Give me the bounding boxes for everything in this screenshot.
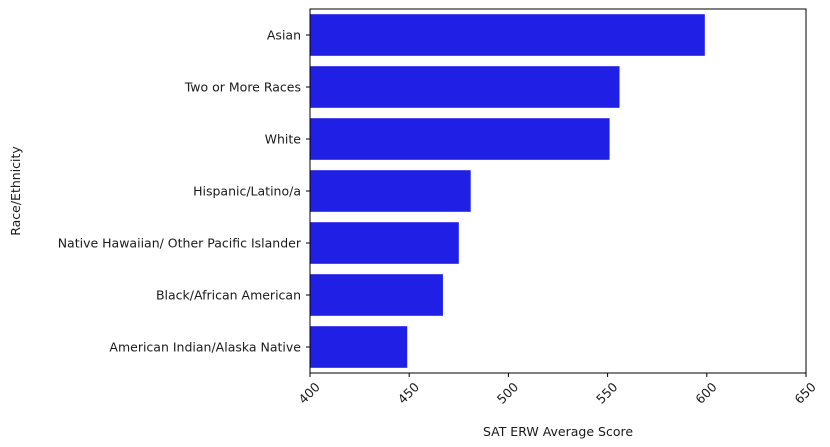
- bar: [310, 170, 471, 212]
- bar: [310, 118, 610, 160]
- x-tick-label: 400: [295, 379, 323, 407]
- x-tick-label: 550: [593, 379, 621, 407]
- y-tick-label: Native Hawaiian/ Other Pacific Islander: [58, 236, 302, 251]
- bar: [310, 14, 705, 56]
- y-tick-label: White: [265, 132, 302, 147]
- x-tick-label: 650: [791, 379, 819, 407]
- x-tick-label: 450: [395, 379, 423, 407]
- y-tick-label: Black/African American: [156, 288, 301, 303]
- x-tick-label: 600: [692, 379, 720, 407]
- bar: [310, 222, 459, 264]
- y-tick-label: Asian: [267, 28, 301, 43]
- y-tick-label: American Indian/Alaska Native: [109, 340, 301, 355]
- bar: [310, 66, 620, 108]
- y-tick-label: Two or More Races: [184, 80, 301, 95]
- bars-group: [310, 14, 705, 368]
- bar: [310, 326, 408, 368]
- x-axis: 400 450 500 550 600 650: [295, 373, 819, 407]
- y-tick-label: Hispanic/Latino/a: [193, 184, 301, 199]
- x-tick-label: 500: [494, 379, 522, 407]
- x-axis-title: SAT ERW Average Score: [483, 424, 633, 439]
- y-axis: Asian Two or More Races White Hispanic/Lati…: [58, 28, 310, 355]
- bar: [310, 274, 443, 316]
- y-axis-title: Race/Ethnicity: [8, 146, 23, 236]
